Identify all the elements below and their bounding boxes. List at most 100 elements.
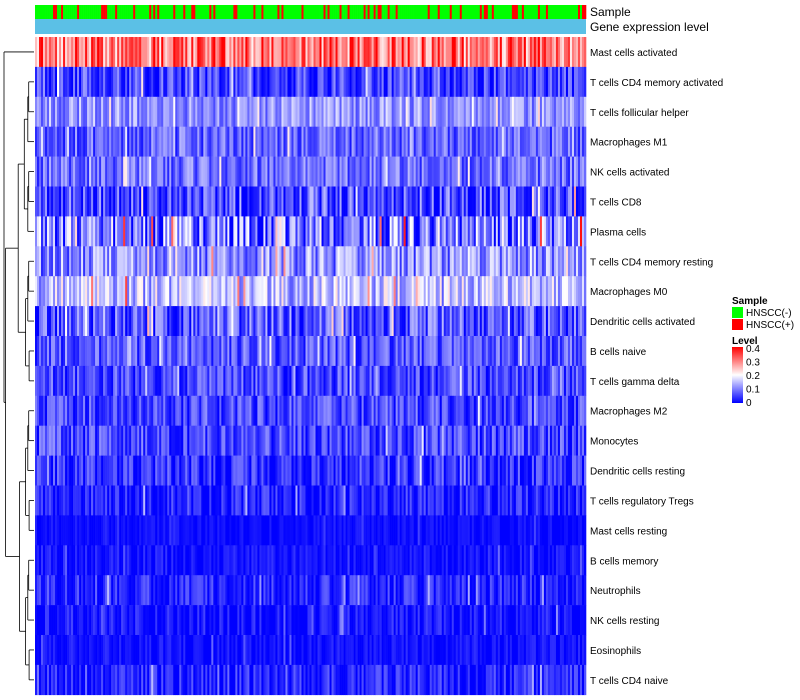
heatmap-cell [279, 306, 282, 337]
heatmap-cell [461, 395, 465, 426]
heatmap-cell [457, 96, 461, 127]
heatmap-cell [95, 455, 98, 486]
heatmap-cell [377, 186, 380, 217]
heatmap-cell [163, 156, 166, 187]
sample-cell-negative [165, 5, 168, 19]
heatmap-cell [49, 37, 52, 68]
heatmap-cell [489, 216, 493, 247]
heatmap-cell [199, 276, 202, 307]
heatmap-cell [211, 126, 214, 157]
heatmap-cell [169, 365, 172, 397]
heatmap-cell [584, 216, 587, 247]
heatmap-cell [73, 455, 76, 486]
heatmap-cell [389, 306, 392, 337]
heatmap-cell [367, 216, 370, 247]
heatmap-cell [553, 37, 557, 68]
heatmap-cell [459, 66, 463, 98]
heatmap-cell [473, 515, 477, 546]
sample-cell-negative [57, 5, 60, 19]
heatmap-cell [479, 156, 483, 187]
heatmap-cell [91, 395, 94, 426]
heatmap-cell [191, 186, 194, 217]
heatmap-cell [231, 126, 234, 157]
heatmap-cell [375, 336, 378, 367]
heatmap-cell [267, 186, 270, 217]
heatmap-cell [47, 365, 50, 397]
heatmap-cell [193, 216, 196, 247]
sample-cell-positive [281, 5, 284, 19]
sample-cell-negative [351, 5, 354, 19]
heatmap-cell [465, 365, 469, 397]
heatmap-cell [37, 425, 40, 456]
heatmap-cell [371, 365, 374, 397]
heatmap-cell [461, 515, 465, 546]
heatmap-cell [523, 365, 527, 397]
sample-cell-positive [379, 5, 382, 19]
heatmap-cell [245, 485, 248, 516]
heatmap-cell [451, 425, 455, 456]
heatmap-cell [373, 216, 376, 247]
heatmap-cell [499, 276, 503, 307]
heatmap-cell [307, 216, 310, 247]
heatmap-cell [57, 306, 60, 337]
heatmap-cell [55, 246, 58, 277]
heatmap-cell [405, 96, 408, 127]
heatmap-cell [499, 37, 503, 68]
heatmap-cell [103, 365, 106, 397]
heatmap-cell [121, 37, 124, 68]
heatmap-cell [79, 306, 82, 337]
heatmap-cell [389, 246, 392, 277]
heatmap-cell [151, 425, 154, 456]
sample-cell-negative [177, 5, 180, 19]
heatmap-cell [559, 96, 563, 127]
heatmap-cell [153, 246, 156, 277]
heatmap-cell [147, 96, 150, 127]
heatmap-cell [391, 37, 394, 68]
heatmap-cell [171, 455, 174, 486]
heatmap-cell [223, 37, 226, 68]
sample-cell-negative [197, 5, 200, 19]
heatmap-cell [261, 306, 264, 337]
heatmap-cell [111, 336, 114, 367]
heatmap-cell [573, 216, 577, 247]
heatmap-cell [99, 365, 102, 397]
heatmap-cell [339, 485, 342, 516]
sample-cell-negative [349, 5, 352, 19]
heatmap-cell [67, 306, 70, 337]
heatmap-cell [263, 96, 266, 127]
heatmap-cell [385, 485, 388, 516]
heatmap-cell [53, 37, 56, 68]
heatmap-cell [91, 126, 94, 157]
heatmap-cell [231, 395, 234, 426]
heatmap-cell [219, 156, 222, 187]
heatmap-cell [95, 276, 98, 307]
heatmap-cell [529, 485, 533, 516]
heatmap-cell [245, 276, 248, 307]
heatmap-cell [397, 96, 400, 127]
heatmap-cell [467, 186, 471, 217]
heatmap-cell [481, 96, 485, 127]
heatmap-cell [381, 395, 384, 426]
heatmap-cell [333, 455, 336, 486]
heatmap-cell [519, 395, 523, 426]
heatmap-cell [463, 96, 467, 127]
heatmap-cell [91, 306, 94, 337]
heatmap-cell [449, 126, 453, 157]
heatmap-cell [341, 126, 344, 157]
heatmap-cell [413, 37, 416, 68]
heatmap-cell [107, 276, 110, 307]
heatmap-cell [95, 66, 98, 98]
heatmap-cell [257, 66, 260, 98]
heatmap-cell [203, 515, 206, 546]
heatmap-cell [487, 306, 491, 337]
heatmap-cell [579, 336, 583, 367]
heatmap-cell [221, 425, 224, 456]
heatmap-cell [47, 126, 50, 157]
heatmap-cell [281, 395, 284, 426]
heatmap-cell [307, 156, 310, 187]
heatmap-cell [379, 365, 382, 397]
sample-cell-negative [569, 5, 573, 19]
heatmap-cell [467, 66, 471, 98]
heatmap-cell [407, 96, 410, 127]
heatmap-cell [237, 395, 240, 426]
